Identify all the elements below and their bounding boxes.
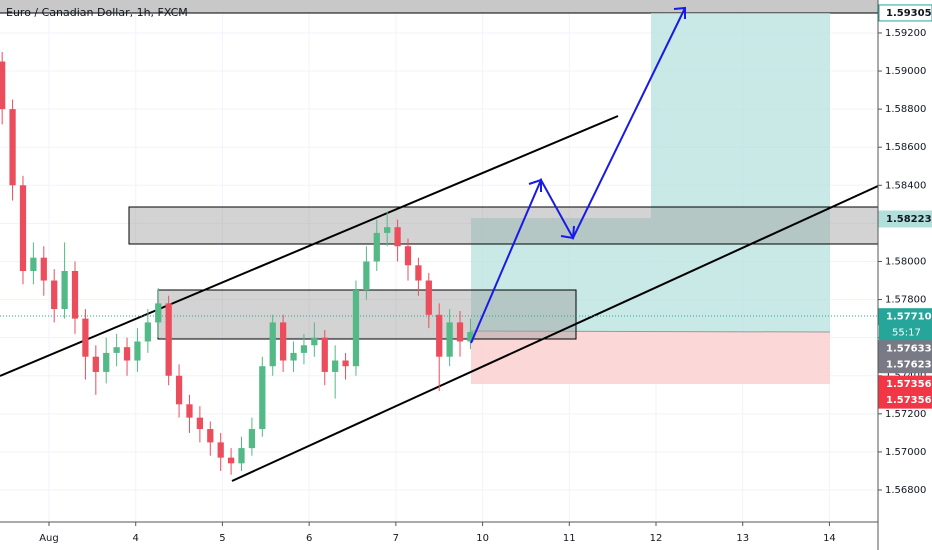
candle-body [103,352,110,372]
price-tag-label: 1.57633 [886,344,932,355]
stop-zone [471,331,830,384]
candle-body [92,356,99,372]
zone-box [157,289,577,340]
countdown: 55:17 [892,328,921,339]
projection [470,6,686,344]
x-tick-label: 12 [650,533,663,544]
countdown-box [879,324,932,341]
candle-body [300,345,308,353]
candle-body [321,337,328,372]
candle-body [40,257,47,281]
price-tag [878,356,932,374]
x-tick-label: 13 [736,533,749,544]
time-axis [0,522,878,550]
candle-body [238,448,245,464]
y-tick-label: 1.58800 [885,104,926,115]
candle-body [51,280,58,310]
candle-body [248,429,256,449]
price-tag [878,210,932,228]
candle-body [165,303,172,376]
price-tags: 1.59305 1.58223 1.57710 55:17 1.57633 1.57623… [878,4,932,409]
y-tick-label: 1.58000 [885,256,926,267]
candle-body [342,360,349,367]
candle-body [113,347,120,353]
top-band [0,0,878,13]
entry-line [470,330,831,333]
candle-body [9,109,16,186]
arrow-head [528,178,542,192]
candle-body [155,303,162,323]
candle-body [446,322,453,357]
x-tick-label: 6 [306,533,312,544]
candle-body [144,322,151,342]
price-tag [878,4,932,22]
candle-body [456,322,464,342]
candle-body [0,61,6,110]
candles [0,51,474,475]
y-tick-label: 1.58400 [885,180,926,191]
candle-body [436,314,443,357]
candle-body [207,429,214,443]
channel-line [231,185,879,482]
drawings [0,0,879,482]
target-zone [651,13,830,331]
y-tick-label: 1.56800 [885,485,926,496]
candle-body [259,366,266,430]
candle-body [394,227,401,247]
price-tag [878,391,932,409]
y-tick-label: 1.59000 [885,66,926,77]
candle-body [415,265,422,281]
price-axis [878,0,932,550]
y-tick-label: 1.59200 [885,28,926,39]
price-tag-label: 1.57356 [886,379,932,390]
x-tick-label: 10 [476,533,489,544]
candle-body [332,360,339,372]
candle-body [61,270,68,310]
candle-body [71,270,79,319]
candle-body [175,375,183,405]
y-tick-label: 1.57800 [885,295,926,306]
y-tick-label: 1.57200 [885,409,926,420]
price-tag-label: 1.58223 [886,214,932,225]
candle-body [227,457,235,464]
candle-body [196,417,204,430]
candle-body [217,442,224,458]
candle-body [384,227,391,233]
candle-body [311,337,318,346]
candle-body [290,352,297,361]
candle-body [134,341,141,361]
candle-body [467,331,474,342]
price-tag-label: 1.57623 [886,360,932,371]
y-tick-label: 1.57000 [885,447,926,458]
channel-line [0,115,619,377]
price-tag-label: 1.59305 [886,8,932,19]
candle-body [373,232,380,262]
candle-body [352,290,360,367]
candle-body [123,347,131,361]
x-tick-label: 14 [823,533,836,544]
price-tag-label: 1.57356 [886,395,932,406]
candle-body [280,322,287,361]
projection-path [470,7,686,344]
arrow-head [673,6,686,19]
candle-body [30,257,37,271]
candle-body [425,280,432,315]
candle-body [269,322,276,367]
candle-body [19,185,27,271]
x-tick-label: 7 [393,533,399,544]
candle-body [82,318,89,357]
y-tick-label: 1.58600 [885,142,926,153]
candle-body [363,261,370,291]
chart-title: Euro / Canadian Dollar, 1h, FXCM [6,6,188,19]
x-tick-label: 11 [563,533,576,544]
price-tag-label: 1.57710 [886,312,932,323]
x-tick-label: 4 [133,533,139,544]
zone-box [128,206,879,245]
candle-body [186,404,193,418]
candle-body [404,246,412,266]
x-tick-label: 5 [219,533,225,544]
x-tick-label: Aug [39,533,59,544]
arrow-head [560,225,575,240]
